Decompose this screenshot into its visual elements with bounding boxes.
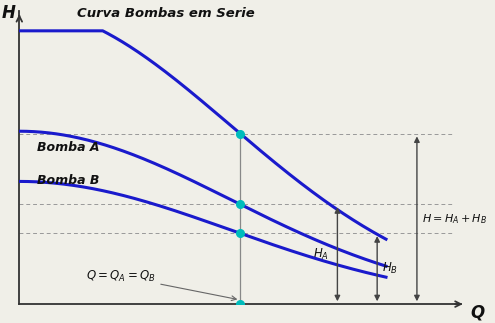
- Text: $H=H_A+H_B$: $H=H_A+H_B$: [422, 212, 487, 226]
- Text: Bomba B: Bomba B: [37, 174, 99, 187]
- Text: Curva Bombas em Serie: Curva Bombas em Serie: [77, 7, 254, 20]
- Text: H: H: [1, 5, 15, 23]
- Text: Q: Q: [470, 304, 484, 321]
- Text: $H_A$: $H_A$: [313, 247, 329, 262]
- Text: $Q = Q_A = Q_B$: $Q = Q_A = Q_B$: [86, 269, 236, 300]
- Text: $H_B$: $H_B$: [383, 261, 398, 276]
- Text: Bomba A: Bomba A: [37, 141, 99, 154]
